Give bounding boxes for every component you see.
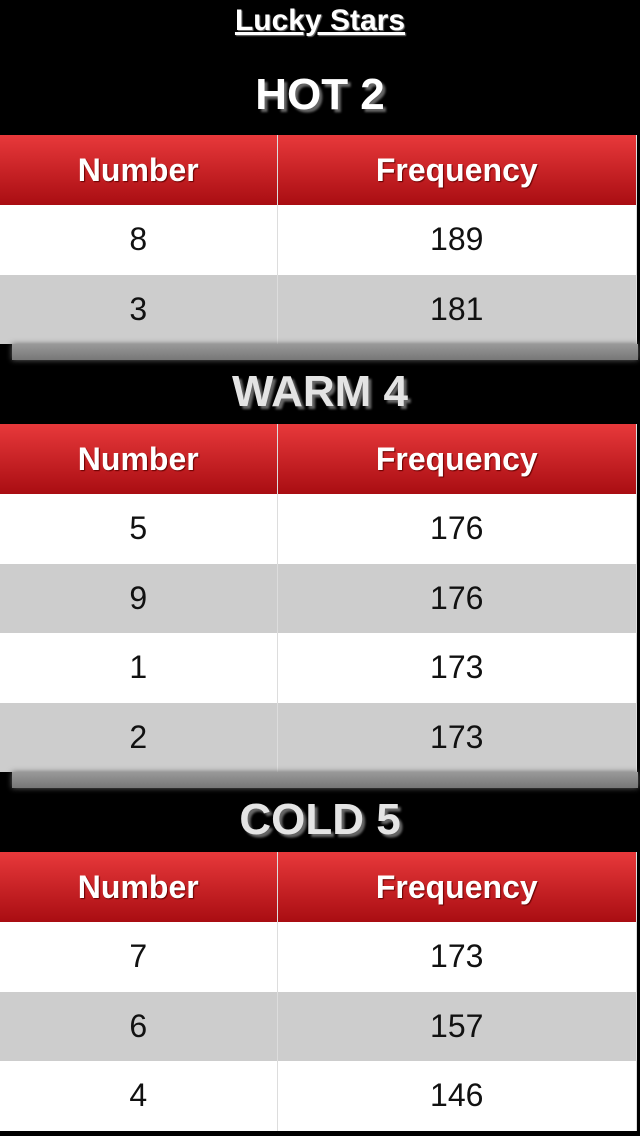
frequency-cell: 176 bbox=[277, 494, 637, 564]
column-header-number: Number bbox=[0, 852, 278, 922]
number-cell: 3 bbox=[0, 274, 278, 344]
section-heading: COLD 5 bbox=[239, 795, 401, 844]
page-title: Lucky Stars bbox=[234, 4, 406, 37]
section-heading: HOT 2 bbox=[255, 70, 385, 119]
column-header-number: Number bbox=[0, 424, 278, 494]
column-header-frequency: Frequency bbox=[277, 135, 637, 205]
frequency-cell: 181 bbox=[277, 274, 637, 344]
number-cell: 9 bbox=[0, 563, 278, 633]
section-divider bbox=[12, 772, 638, 788]
table-header-row: Number Frequency bbox=[0, 135, 637, 205]
table-row: 7 173 bbox=[0, 922, 637, 992]
column-header-frequency: Frequency bbox=[277, 424, 637, 494]
column-header-number: Number bbox=[0, 135, 278, 205]
number-cell: 5 bbox=[0, 494, 278, 564]
number-cell: 8 bbox=[0, 205, 278, 275]
frequency-cell: 146 bbox=[277, 1061, 637, 1131]
table-row: 5 176 bbox=[0, 494, 637, 564]
table-row: 6 157 bbox=[0, 991, 637, 1061]
table-row: 1 173 bbox=[0, 633, 637, 703]
frequency-cell: 157 bbox=[277, 991, 637, 1061]
frequency-table: Number Frequency 7 173 6 157 4 146 bbox=[0, 852, 637, 1131]
table-row: 3 181 bbox=[0, 274, 637, 344]
frequency-cell: 173 bbox=[277, 633, 637, 703]
section-heading: WARM 4 bbox=[232, 367, 408, 416]
table-row: 2 173 bbox=[0, 702, 637, 772]
frequency-cell: 176 bbox=[277, 563, 637, 633]
frequency-table: Number Frequency 8 189 3 181 bbox=[0, 135, 637, 344]
table-header-row: Number Frequency bbox=[0, 852, 637, 922]
table-header-row: Number Frequency bbox=[0, 424, 637, 494]
table-row: 4 146 bbox=[0, 1061, 637, 1131]
table-row: 9 176 bbox=[0, 563, 637, 633]
frequency-cell: 189 bbox=[277, 205, 637, 275]
frequency-cell: 173 bbox=[277, 702, 637, 772]
frequency-cell: 173 bbox=[277, 922, 637, 992]
frequency-table: Number Frequency 5 176 9 176 1 173 2 173 bbox=[0, 424, 637, 772]
section-divider bbox=[12, 344, 638, 360]
number-cell: 1 bbox=[0, 633, 278, 703]
number-cell: 7 bbox=[0, 922, 278, 992]
table-row: 8 189 bbox=[0, 205, 637, 275]
number-cell: 4 bbox=[0, 1061, 278, 1131]
number-cell: 6 bbox=[0, 991, 278, 1061]
column-header-frequency: Frequency bbox=[277, 852, 637, 922]
number-cell: 2 bbox=[0, 702, 278, 772]
